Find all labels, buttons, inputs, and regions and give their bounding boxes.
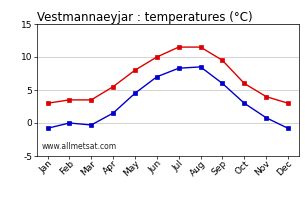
Text: www.allmetsat.com: www.allmetsat.com	[42, 142, 117, 151]
Text: Vestmannaeyjar : temperatures (°C): Vestmannaeyjar : temperatures (°C)	[37, 11, 252, 24]
